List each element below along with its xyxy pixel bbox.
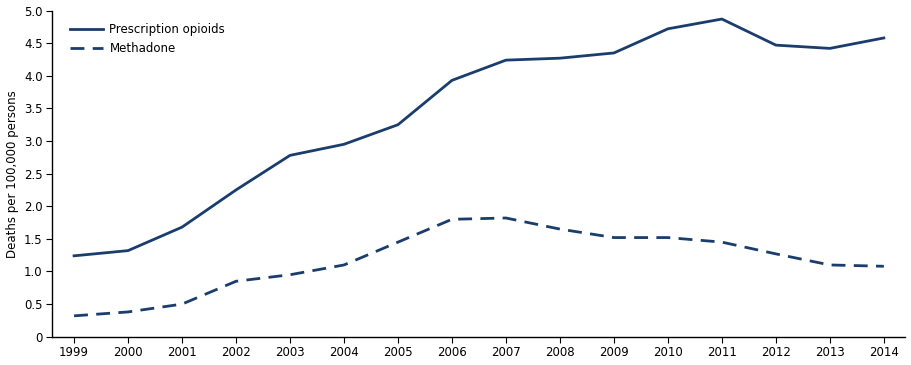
Methadone: [393, 240, 404, 244]
Prescription opioids: [609, 51, 619, 55]
Line: Prescription opioids: Prescription opioids: [74, 19, 884, 256]
Prescription opioids: [68, 254, 79, 258]
Prescription opioids: [393, 123, 404, 127]
Methadone: [446, 217, 457, 222]
Y-axis label: Deaths per 100,000 persons: Deaths per 100,000 persons: [5, 90, 18, 258]
Methadone: [662, 235, 673, 240]
Prescription opioids: [555, 56, 566, 60]
Methadone: [68, 314, 79, 318]
Methadone: [555, 227, 566, 231]
Methadone: [123, 310, 134, 314]
Prescription opioids: [230, 188, 241, 192]
Prescription opioids: [824, 46, 835, 51]
Methadone: [177, 302, 188, 306]
Methadone: [716, 240, 727, 244]
Prescription opioids: [716, 17, 727, 21]
Methadone: [609, 235, 619, 240]
Prescription opioids: [878, 36, 889, 40]
Prescription opioids: [662, 27, 673, 31]
Prescription opioids: [123, 249, 134, 253]
Line: Methadone: Methadone: [74, 218, 884, 316]
Prescription opioids: [500, 58, 511, 62]
Prescription opioids: [771, 43, 782, 47]
Methadone: [284, 273, 295, 277]
Methadone: [824, 263, 835, 267]
Methadone: [230, 279, 241, 284]
Methadone: [500, 216, 511, 220]
Methadone: [771, 252, 782, 256]
Methadone: [878, 264, 889, 269]
Prescription opioids: [446, 78, 457, 82]
Legend: Prescription opioids, Methadone: Prescription opioids, Methadone: [67, 20, 229, 59]
Methadone: [339, 263, 350, 267]
Prescription opioids: [177, 225, 188, 229]
Prescription opioids: [284, 153, 295, 158]
Prescription opioids: [339, 142, 350, 146]
